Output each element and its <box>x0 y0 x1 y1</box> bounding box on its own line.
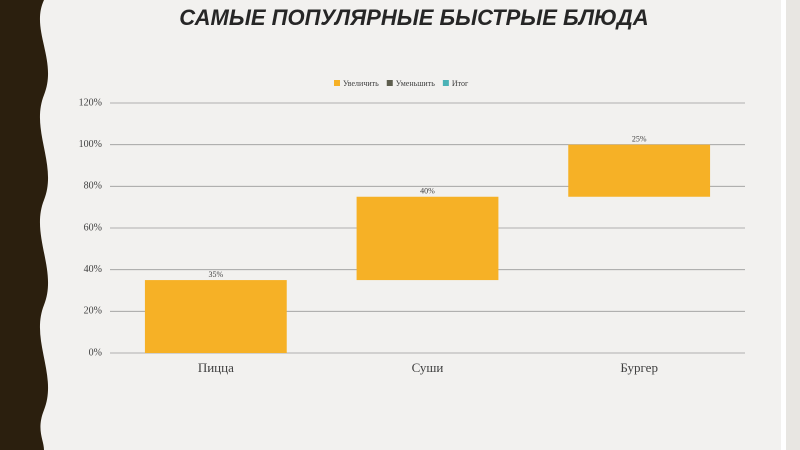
bar <box>356 196 499 281</box>
bar <box>144 280 287 353</box>
data-label: 25% <box>632 134 647 143</box>
left-border <box>0 0 49 450</box>
y-tick-label: 20% <box>84 306 102 317</box>
chart-title: САМЫЕ ПОПУЛЯРНЫЕ БЫСТРЫЕ БЛЮДА <box>179 5 648 30</box>
bar <box>568 144 711 197</box>
y-tick-label: 120% <box>79 97 102 108</box>
y-tick-label: 60% <box>84 222 102 233</box>
y-tick-label: 80% <box>84 181 102 192</box>
y-tick-label: 40% <box>84 264 102 275</box>
x-tick-label: Бургер <box>620 360 658 375</box>
legend-label: Увеличить <box>343 79 379 88</box>
legend-swatch <box>386 80 393 86</box>
x-tick-label: Суши <box>412 360 444 375</box>
legend-swatch <box>442 80 449 86</box>
right-border <box>781 0 786 450</box>
legend-label: Уменьшить <box>396 79 435 88</box>
data-label: 35% <box>208 270 223 279</box>
y-tick-label: 100% <box>79 139 102 150</box>
data-label: 40% <box>420 187 435 196</box>
legend-swatch <box>334 80 340 86</box>
y-tick-label: 0% <box>89 347 102 358</box>
right-border-fill <box>786 0 800 450</box>
x-tick-label: Пицца <box>198 360 234 375</box>
legend-label: Итог <box>452 79 469 88</box>
